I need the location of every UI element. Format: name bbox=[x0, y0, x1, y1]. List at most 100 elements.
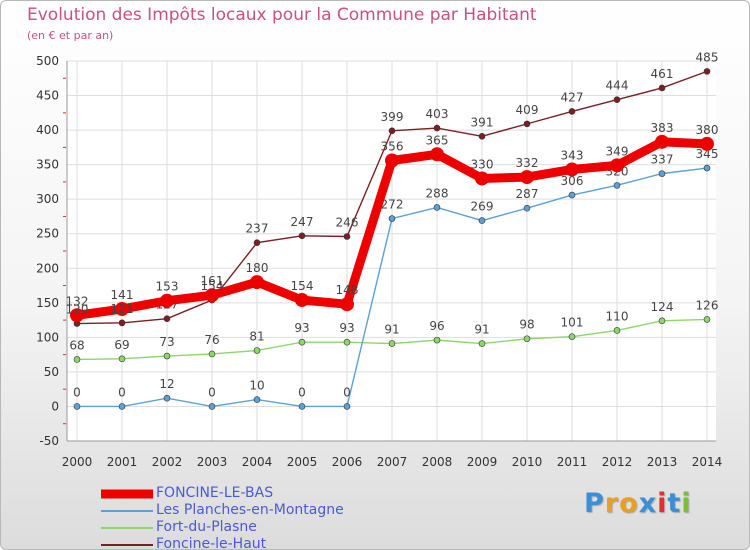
y-tick-label: 500 bbox=[36, 54, 59, 68]
data-point-fort-du-plasne bbox=[343, 338, 351, 346]
logo-letter: i bbox=[657, 488, 668, 519]
data-label: 247 bbox=[291, 215, 314, 229]
data-label: 93 bbox=[339, 321, 354, 335]
data-point-les-planches-en-montagne bbox=[163, 394, 171, 402]
data-label: 306 bbox=[561, 174, 584, 188]
data-point-foncine-le-haut bbox=[568, 108, 576, 115]
data-label: 126 bbox=[696, 298, 719, 312]
data-label: 153 bbox=[156, 280, 179, 294]
data-point-foncine-le-bas bbox=[700, 136, 714, 151]
data-label: 345 bbox=[696, 147, 719, 161]
data-point-foncine-le-haut bbox=[253, 239, 261, 247]
data-label: 287 bbox=[516, 187, 539, 201]
data-point-fort-du-plasne bbox=[298, 338, 306, 346]
data-point-foncine-le-haut bbox=[523, 120, 531, 128]
data-point-fort-du-plasne bbox=[568, 333, 576, 340]
proxiti-logo[interactable]: Proxiti bbox=[584, 488, 692, 519]
x-tick-label: 2005 bbox=[287, 455, 318, 469]
data-point-fort-du-plasne bbox=[523, 335, 531, 343]
data-point-foncine-le-haut bbox=[658, 84, 666, 92]
x-tick-label: 2001 bbox=[107, 455, 138, 469]
data-point-foncine-le-bas bbox=[430, 147, 444, 162]
data-point-foncine-le-bas bbox=[340, 297, 354, 312]
y-tick-label: 300 bbox=[36, 192, 59, 206]
legend-swatch-fort-du-plasne bbox=[101, 526, 153, 529]
data-label: 343 bbox=[561, 148, 584, 162]
y-tick-label: 200 bbox=[36, 261, 59, 275]
data-label: 120 bbox=[66, 303, 89, 317]
x-tick-label: 2004 bbox=[242, 455, 273, 469]
data-point-foncine-le-bas bbox=[565, 162, 579, 177]
logo-letter: x bbox=[638, 488, 658, 519]
data-label: 161 bbox=[201, 274, 224, 288]
data-point-les-planches-en-montagne bbox=[703, 164, 711, 172]
data-point-foncine-le-bas bbox=[115, 302, 129, 317]
data-point-les-planches-en-montagne bbox=[478, 217, 486, 224]
data-point-les-planches-en-montagne bbox=[73, 403, 81, 410]
data-label: 0 bbox=[73, 385, 81, 399]
data-label: 81 bbox=[249, 329, 264, 343]
chart-subtitle: (en € et par an) bbox=[27, 29, 114, 42]
data-point-foncine-le-haut bbox=[703, 68, 711, 75]
data-point-foncine-le-haut bbox=[298, 232, 306, 240]
data-label: 0 bbox=[118, 385, 126, 399]
data-point-les-planches-en-montagne bbox=[388, 215, 396, 222]
data-label: 427 bbox=[561, 90, 584, 104]
data-label: 356 bbox=[381, 139, 404, 153]
data-point-les-planches-en-montagne bbox=[433, 204, 441, 211]
data-label: 0 bbox=[343, 385, 351, 399]
data-label: 237 bbox=[246, 222, 269, 236]
data-label: 246 bbox=[336, 215, 359, 229]
logo-letter: r bbox=[604, 488, 620, 519]
data-point-les-planches-en-montagne bbox=[568, 191, 576, 199]
y-tick-label: 450 bbox=[36, 89, 59, 103]
x-tick-label: 2012 bbox=[602, 455, 633, 469]
logo-letter: t bbox=[667, 488, 682, 519]
data-label: 399 bbox=[381, 110, 404, 124]
x-tick-label: 2013 bbox=[647, 455, 678, 469]
data-label: 148 bbox=[336, 283, 359, 297]
legend-label: Les Planches-en-Montagne bbox=[156, 502, 344, 518]
data-label: 365 bbox=[426, 133, 449, 147]
x-tick-label: 2006 bbox=[332, 455, 363, 469]
data-label: 121 bbox=[111, 302, 134, 316]
data-point-les-planches-en-montagne bbox=[658, 170, 666, 177]
data-label: 154 bbox=[291, 279, 314, 293]
data-point-foncine-le-bas bbox=[520, 170, 534, 185]
data-point-les-planches-en-montagne bbox=[298, 403, 306, 410]
data-label: 337 bbox=[651, 153, 674, 167]
data-point-fort-du-plasne bbox=[613, 327, 621, 334]
data-point-foncine-le-bas bbox=[295, 293, 309, 308]
data-label: 485 bbox=[696, 50, 719, 64]
data-point-foncine-le-bas bbox=[655, 134, 669, 149]
legend-label: Foncine-le-Haut bbox=[156, 536, 267, 550]
data-label: 96 bbox=[429, 319, 444, 333]
data-point-fort-du-plasne bbox=[118, 355, 126, 363]
data-label: 12 bbox=[159, 377, 174, 391]
data-point-les-planches-en-montagne bbox=[613, 182, 621, 189]
data-point-foncine-le-bas bbox=[610, 158, 624, 173]
data-point-foncine-le-haut bbox=[433, 124, 441, 132]
data-point-foncine-le-haut bbox=[388, 127, 396, 135]
data-label: 91 bbox=[384, 323, 399, 337]
y-tick-label: -50 bbox=[39, 434, 59, 448]
x-tick-label: 2003 bbox=[197, 455, 228, 469]
data-label: 180 bbox=[246, 261, 269, 275]
legend-swatch-les-planches bbox=[101, 509, 153, 512]
data-label: 124 bbox=[651, 300, 674, 314]
data-point-les-planches-en-montagne bbox=[208, 403, 216, 410]
chart-title: Evolution des Impôts locaux pour la Comm… bbox=[27, 5, 537, 25]
data-point-fort-du-plasne bbox=[253, 347, 261, 354]
data-point-fort-du-plasne bbox=[658, 317, 666, 325]
logo-letter: i bbox=[681, 488, 692, 519]
data-point-fort-du-plasne bbox=[388, 340, 396, 347]
data-label: 154 bbox=[201, 279, 224, 293]
x-tick-label: 2002 bbox=[152, 455, 183, 469]
logo-letter: o bbox=[619, 488, 639, 519]
data-label: 444 bbox=[606, 79, 629, 93]
data-label: 141 bbox=[111, 288, 134, 302]
data-point-foncine-le-bas bbox=[70, 308, 84, 323]
data-label: 332 bbox=[516, 156, 539, 170]
data-label: 69 bbox=[114, 338, 129, 352]
